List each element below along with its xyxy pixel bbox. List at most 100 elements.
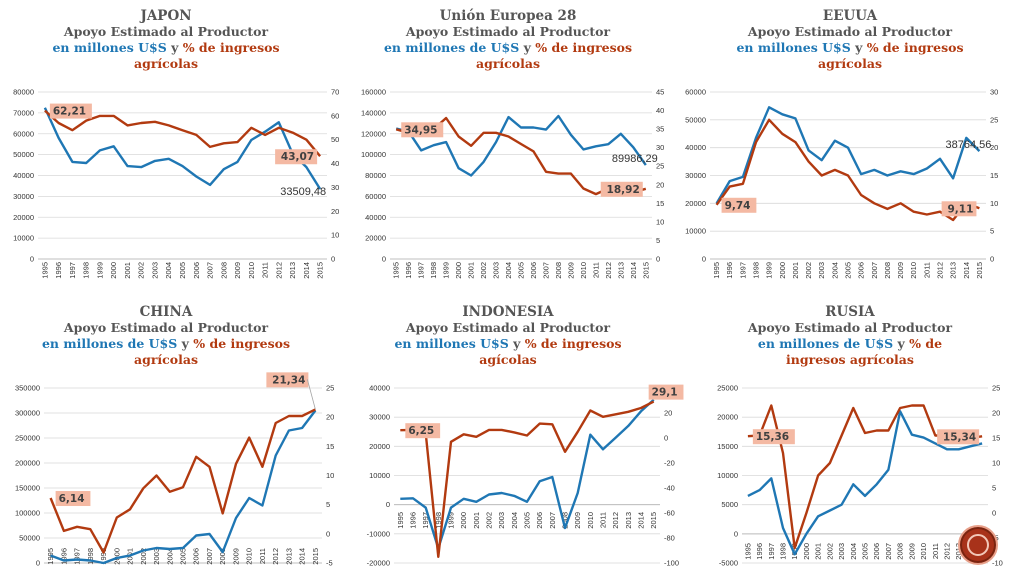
chart-subtitle: Apoyo Estimado al Productor [747, 320, 953, 335]
x-tick-label: 2005 [178, 262, 187, 279]
logo-seal [958, 525, 998, 565]
y-left-tick-label: 40000 [13, 171, 34, 180]
y-left-tick-label: 30000 [13, 192, 34, 201]
data-label: 89986,29 [612, 153, 658, 165]
y-left-tick-label: -5000 [719, 559, 738, 568]
x-tick-label: 2015 [649, 512, 658, 529]
data-label-box [937, 429, 980, 445]
x-tick-label: 2009 [566, 262, 575, 279]
x-tick-label: 1998 [82, 262, 91, 279]
x-tick-label: 2013 [288, 262, 297, 279]
chart-units-part: % de ingresos [193, 336, 290, 351]
y-left-tick-label: 300000 [15, 409, 40, 418]
chart-units-part: en millones U$S [736, 40, 850, 55]
y-right-tick-label: 0 [331, 255, 335, 264]
x-tick-label: 2010 [579, 262, 588, 279]
x-tick-label: 2006 [535, 512, 544, 529]
y-left-tick-label: 0 [702, 255, 706, 264]
y-left-tick-label: 25000 [717, 384, 738, 393]
y-left-tick-label: 15000 [717, 442, 738, 451]
y-right-tick-label: 5 [990, 227, 994, 236]
y-left-tick-label: 40000 [685, 143, 706, 152]
x-tick-label: 1995 [40, 262, 49, 279]
chart-subtitle: Apoyo Estimado al Productor [405, 24, 611, 39]
x-tick-label: 2004 [849, 543, 858, 560]
x-tick-label: 2006 [529, 262, 538, 279]
y-right-tick-label: 10 [326, 471, 334, 480]
chart-units-line-2: agícolas [479, 352, 536, 367]
y-right-tick-label: 20 [656, 180, 664, 189]
y-right-tick-label: -20 [664, 459, 675, 468]
y-right-tick-label: -40 [664, 484, 675, 493]
data-label-box [275, 149, 318, 165]
series-line-usd [747, 410, 983, 556]
chart-units-part: en millones U$S [52, 40, 166, 55]
chart-units-part: en millones de U$S [758, 336, 893, 351]
x-tick-label: 2005 [844, 262, 853, 279]
x-tick-label: 1998 [434, 512, 443, 529]
data-label: 62,21 [53, 106, 86, 118]
x-tick-label: 2012 [274, 262, 283, 279]
data-label: 6,14 [59, 493, 85, 505]
x-tick-label: 2003 [152, 548, 161, 565]
y-left-tick-label: 160000 [361, 88, 386, 97]
x-tick-label: 2012 [943, 543, 952, 560]
x-tick-label: 2003 [150, 262, 159, 279]
x-tick-label: 2000 [459, 512, 468, 529]
chart-units-part: % de ingresos [525, 336, 622, 351]
chart-units-part: y [519, 40, 535, 55]
series-line-pct [49, 408, 316, 554]
y-left-tick-label: 60000 [13, 129, 34, 138]
y-left-tick-label: 10000 [717, 471, 738, 480]
chart-units-part: y [167, 40, 183, 55]
x-tick-label: 2012 [936, 262, 945, 279]
x-tick-label: 2007 [541, 262, 550, 279]
x-tick-label: 2014 [302, 262, 311, 279]
y-right-tick-label: 50 [331, 135, 339, 144]
chart-subtitle: Apoyo Estimado al Productor [63, 320, 269, 335]
x-tick-label: 2014 [629, 262, 638, 279]
x-tick-label: 1995 [396, 512, 405, 529]
x-tick-label: 1997 [738, 262, 747, 279]
x-tick-label: 2014 [637, 512, 646, 529]
data-label-box [49, 103, 92, 119]
x-tick-label: 2004 [165, 548, 174, 565]
chart-units-part: y [851, 40, 867, 55]
y-left-tick-label: 10000 [369, 471, 390, 480]
y-left-tick-label: 0 [36, 559, 40, 568]
data-label-box [721, 197, 757, 213]
data-label: 43,07 [281, 151, 314, 163]
data-label-box [266, 372, 309, 388]
x-tick-label: 2011 [258, 548, 267, 564]
chart-units-part: % de ingresos [867, 40, 964, 55]
chart-subtitle: Apoyo Estimado al Productor [63, 24, 269, 39]
data-label: 15,34 [943, 431, 976, 443]
logo-seal-inner-ring [967, 534, 989, 556]
y-left-tick-label: 10000 [685, 227, 706, 236]
y-right-tick-label: 0 [992, 509, 996, 518]
y-right-tick-label: 10 [992, 459, 1000, 468]
series-line-pct [44, 109, 322, 157]
data-label: 9,11 [948, 203, 974, 215]
y-left-tick-label: 20000 [13, 213, 34, 222]
y-right-tick-label: 60 [331, 111, 339, 120]
x-tick-label: 2002 [485, 512, 494, 529]
y-left-tick-label: 30000 [369, 413, 390, 422]
y-left-tick-label: 0 [382, 255, 386, 264]
y-left-tick-label: 50000 [19, 534, 40, 543]
x-tick-label: 2005 [179, 548, 188, 565]
x-tick-label: 2010 [909, 262, 918, 279]
x-tick-label: 1999 [99, 548, 108, 565]
y-left-tick-label: 40000 [365, 213, 386, 222]
y-left-tick-label: 20000 [369, 442, 390, 451]
y-left-tick-label: 0 [386, 500, 390, 509]
y-left-tick-label: 0 [30, 255, 34, 264]
x-tick-label: 2015 [311, 548, 320, 565]
chart-units-part: % de [909, 336, 942, 351]
y-right-tick-label: 40 [331, 159, 339, 168]
chart-units-line: en millones de U$S y % de ingresos [42, 336, 290, 351]
x-tick-label: 2013 [624, 512, 633, 529]
x-tick-label: 2003 [837, 543, 846, 560]
